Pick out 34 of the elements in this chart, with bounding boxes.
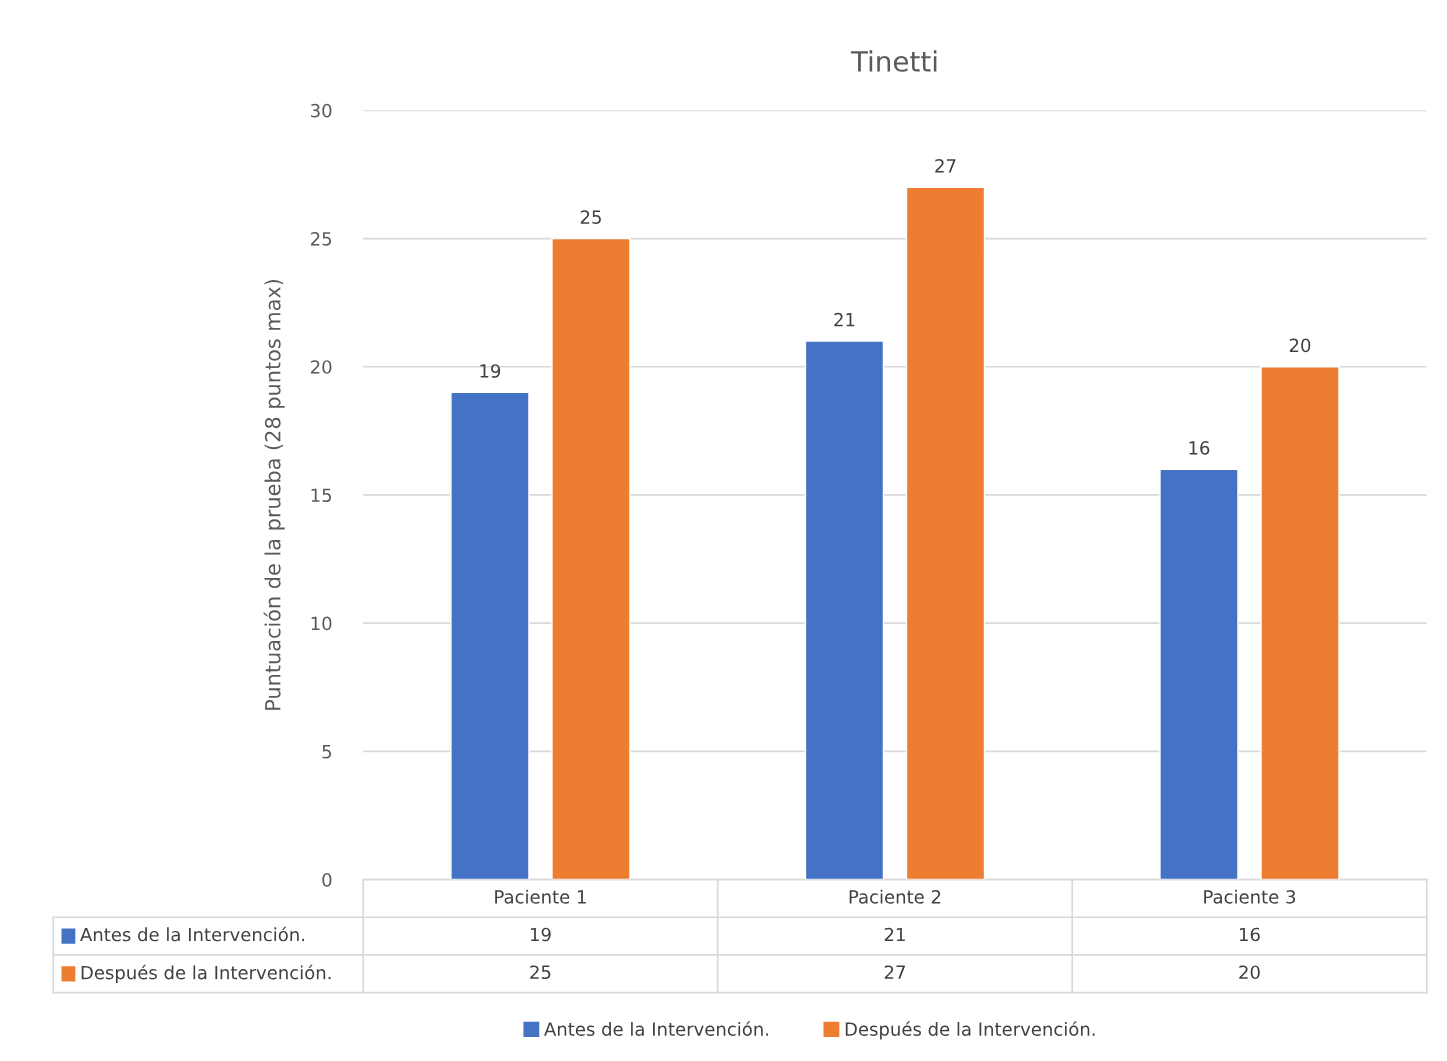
- text: Después de la Intervención.: [81, 964, 331, 983]
- text: 21: [884, 927, 905, 942]
- y-tick-label: 10: [311, 616, 332, 631]
- data-label: 27: [935, 159, 956, 173]
- y-tick-label: 25: [310, 232, 332, 246]
- text: 19: [530, 927, 551, 942]
- text: Antes de la Intervención.: [80, 926, 305, 942]
- y-tick-label: 20: [310, 360, 332, 374]
- chart-title: Tinetti: [850, 50, 937, 72]
- y-tick-label: 0: [322, 873, 332, 887]
- data-label: 25: [580, 210, 601, 224]
- text: 20: [1239, 965, 1260, 980]
- x-tick-label: Paciente 1: [495, 889, 586, 904]
- legend-label: Después de la Intervención.: [845, 1021, 1095, 1040]
- x-tick-label: Paciente 2: [849, 889, 941, 904]
- bar: [1159, 468, 1239, 880]
- bar: [804, 340, 885, 880]
- y-axis-title: Puntuación de la prueba (28 puntos max): [263, 279, 285, 710]
- data-label: 21: [834, 312, 855, 327]
- y-tick-label: 30: [311, 103, 332, 118]
- data-label: 16: [1189, 441, 1210, 455]
- y-tick-label: 15: [311, 488, 332, 503]
- data-label: 20: [1289, 338, 1311, 353]
- bar: [450, 391, 530, 880]
- x-tick-label: Paciente 3: [1204, 889, 1296, 904]
- y-tick-label: 5: [322, 745, 332, 759]
- text: 25: [530, 965, 551, 980]
- text: 27: [884, 965, 905, 979]
- bar: [551, 237, 631, 880]
- legend-label: Antes de la Intervención.: [544, 1021, 769, 1036]
- data-label: 19: [480, 364, 501, 378]
- bar: [1260, 366, 1340, 880]
- text: 16: [1239, 927, 1260, 942]
- bar: [905, 186, 986, 880]
